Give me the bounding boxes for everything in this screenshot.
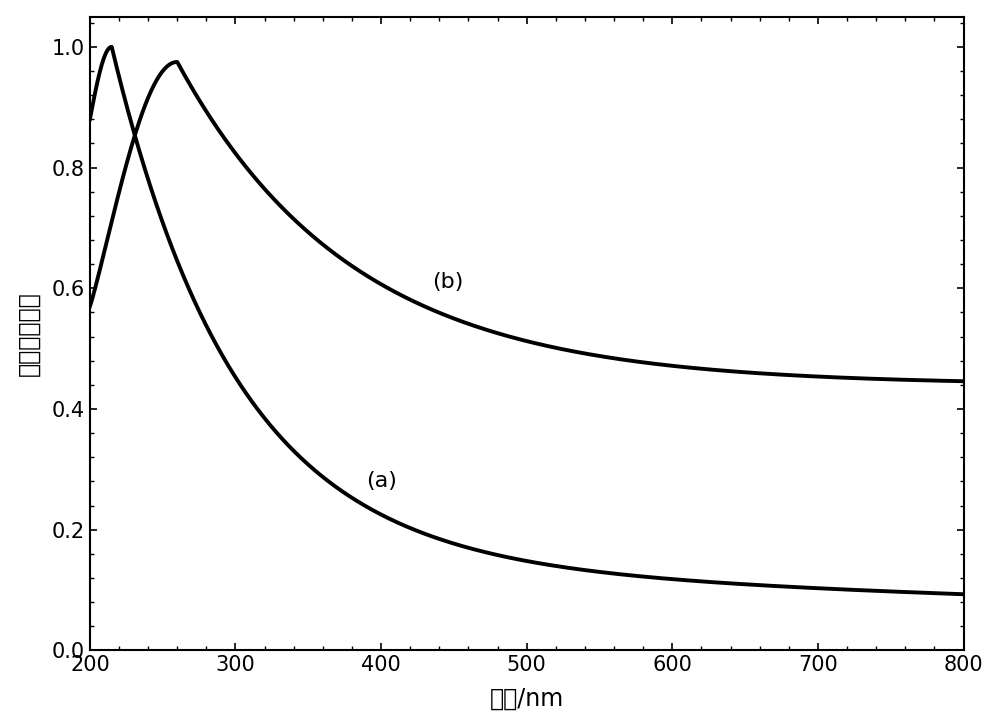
X-axis label: 波长/nm: 波长/nm <box>490 686 564 710</box>
Text: (a): (a) <box>367 471 397 491</box>
Text: (b): (b) <box>432 272 463 292</box>
Y-axis label: 归一化吸光度: 归一化吸光度 <box>17 291 41 376</box>
